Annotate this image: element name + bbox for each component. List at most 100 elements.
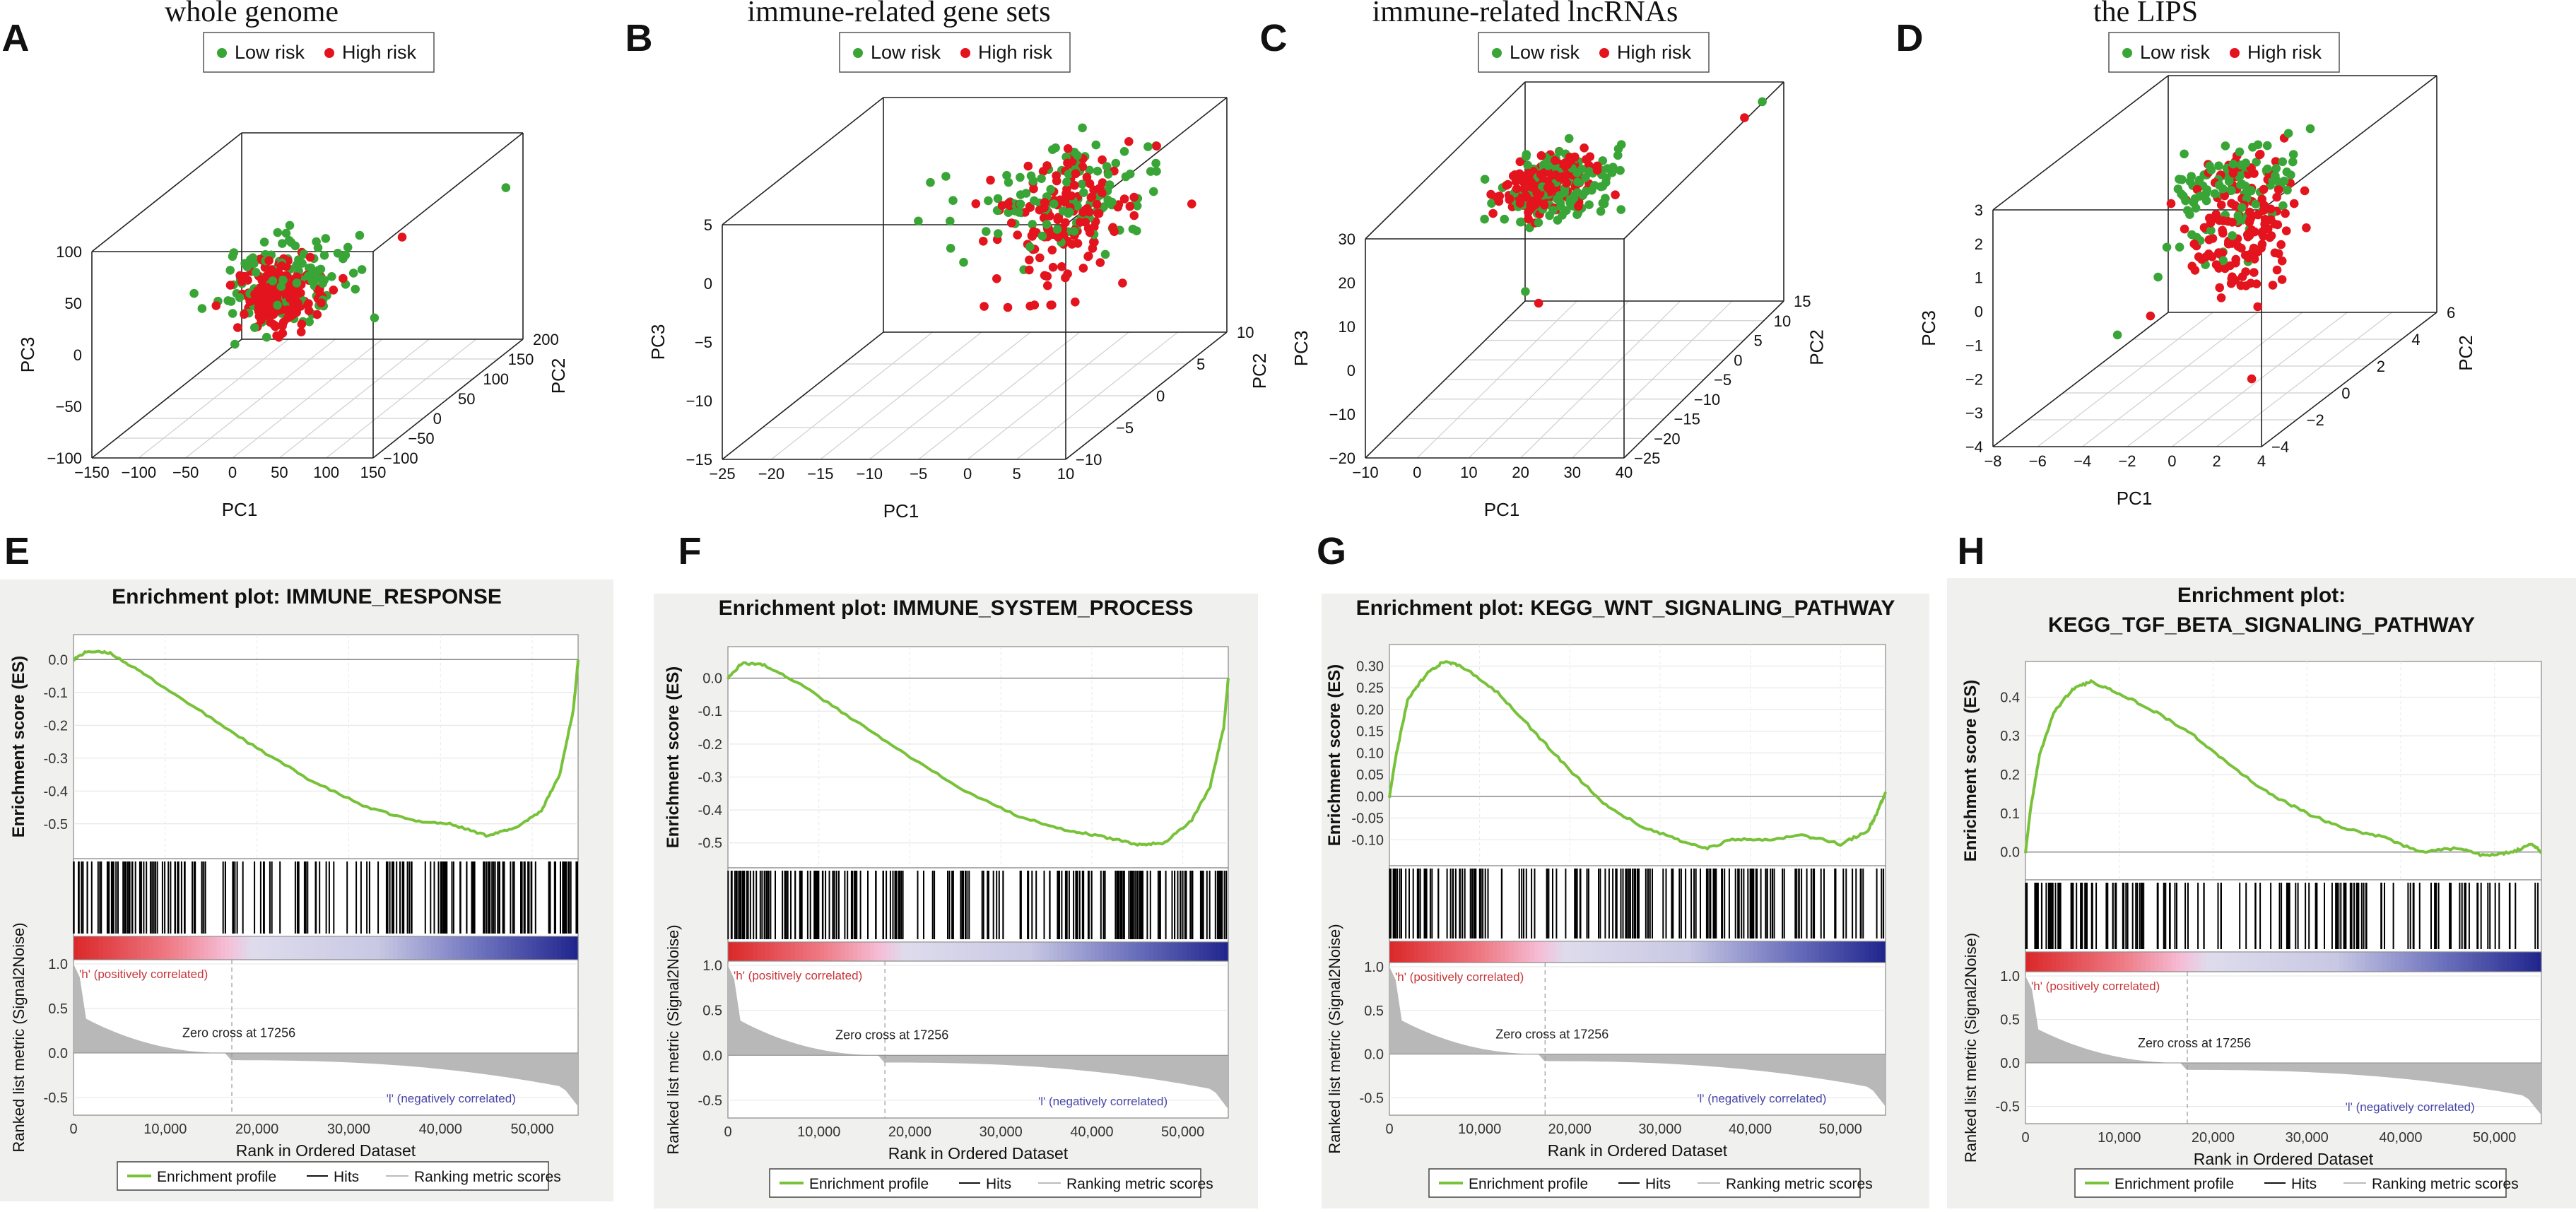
box-edge — [2261, 312, 2437, 447]
point-high-risk — [2268, 281, 2278, 290]
point-high-risk — [1025, 265, 1034, 275]
metric-axis-label: Ranked list metric (Signal2Noise) — [1326, 924, 1343, 1153]
enrichment-profile-line — [1388, 660, 1887, 851]
point-low-risk — [2218, 256, 2228, 266]
colorbar-segment — [994, 942, 1000, 961]
rank-colorbar — [727, 941, 1229, 962]
point-low-risk — [235, 293, 245, 302]
es-axis-label: Enrichment score (ES) — [1325, 664, 1344, 846]
point-low-risk — [230, 339, 240, 349]
colorbar-segment — [1459, 941, 1464, 963]
point-high-risk — [1516, 174, 1526, 183]
point-high-risk — [2189, 239, 2199, 249]
point-high-risk — [2220, 191, 2229, 201]
colorbar-segment — [1629, 941, 1634, 963]
point-low-risk — [2218, 184, 2228, 194]
point-low-risk — [1596, 182, 1606, 192]
colorbar-segment — [430, 936, 436, 960]
colorbar-segment — [1414, 941, 1419, 963]
point-low-risk — [1002, 170, 1011, 180]
panel-H: H Enrichment plot: KEGG_TGF_BETA_SIGNALING… — [1947, 530, 2576, 1212]
point-high-risk — [2277, 275, 2287, 284]
colorbar-segment — [94, 936, 100, 960]
point-low-risk — [1146, 167, 1155, 176]
point-low-risk — [2228, 231, 2237, 240]
colorbar-segment — [1053, 942, 1058, 961]
floor-grid — [722, 331, 1228, 460]
point-high-risk — [2273, 220, 2283, 230]
point-high-risk — [2233, 242, 2243, 251]
negative-correlation-label: 'l' (negatively correlated) — [1038, 1095, 1168, 1108]
colorbar-segment — [187, 936, 192, 960]
colorbar-segment — [481, 936, 486, 960]
point-high-risk — [266, 318, 276, 327]
colorbar-segment — [857, 942, 862, 961]
colorbar-segment — [2519, 952, 2525, 972]
point-high-risk — [1029, 227, 1038, 236]
colorbar-segment — [1790, 941, 1795, 963]
point-high-risk — [1029, 184, 1038, 194]
colorbar-segment — [262, 936, 268, 960]
z-tick-label: 0 — [1347, 362, 1355, 380]
point-low-risk — [197, 304, 207, 313]
colorbar-segment — [506, 936, 512, 960]
colorbar-segment — [1455, 941, 1460, 963]
point-high-risk — [2274, 249, 2283, 259]
box-edges — [722, 97, 1228, 460]
point-low-risk — [914, 216, 923, 226]
z-tick-label: −4 — [1965, 438, 1983, 456]
y-tick-label: −50 — [408, 430, 434, 447]
colorbar-segment — [886, 942, 891, 961]
point-high-risk — [1083, 204, 1092, 213]
point-high-risk — [1512, 184, 1522, 194]
point-low-risk — [2153, 272, 2163, 282]
colorbar-segment — [1430, 941, 1435, 963]
colorbar-segment — [1207, 942, 1212, 961]
point-low-risk — [1616, 205, 1625, 214]
point-low-risk — [2248, 143, 2257, 152]
z-tick-label: −3 — [1965, 404, 1983, 422]
es-tick-label: -0.4 — [44, 784, 68, 799]
colorbar-segment — [1401, 941, 1406, 963]
colorbar-segment — [1086, 942, 1091, 961]
chart-title: whole genome — [165, 0, 339, 28]
colorbar-segment — [882, 942, 887, 961]
colorbar-segment — [828, 942, 833, 961]
colorbar-segment — [1095, 942, 1100, 961]
colorbar-segment — [153, 936, 158, 960]
y-axis-label: PC2 — [1249, 353, 1270, 389]
colorbar-segment — [107, 936, 112, 960]
x-tick-label: 2 — [2213, 452, 2221, 470]
colorbar-segment — [2313, 952, 2319, 972]
legend-label-hits: Hits — [334, 1169, 359, 1185]
point-low-risk — [248, 253, 258, 263]
colorbar-segment — [305, 936, 310, 960]
colorbar-segment — [406, 936, 411, 960]
point-low-risk — [1596, 206, 1606, 216]
point-high-risk — [992, 274, 1001, 283]
point-low-risk — [1565, 198, 1575, 208]
point-low-risk — [2237, 203, 2247, 213]
legend-box — [2108, 32, 2340, 73]
colorbar-segment — [1157, 942, 1163, 961]
colorbar-segment — [902, 942, 908, 961]
point-low-risk — [318, 278, 328, 288]
metric-tick-label: 0.5 — [1364, 1004, 1384, 1019]
colorbar-segment — [840, 942, 845, 961]
colorbar-segment — [919, 942, 924, 961]
point-low-risk — [946, 244, 955, 253]
point-high-risk — [2249, 268, 2259, 277]
legend-marker-high — [2230, 48, 2240, 58]
z-tick-label: 2 — [1975, 235, 1983, 253]
point-low-risk — [2191, 204, 2201, 213]
z-axis-label: PC3 — [647, 324, 669, 360]
colorbar-segment — [414, 936, 419, 960]
z-tick-label: 10 — [1339, 318, 1355, 336]
colorbar-segment — [932, 942, 937, 961]
point-low-risk — [355, 230, 365, 240]
colorbar-segment — [1828, 941, 1833, 963]
es-plot-area — [727, 646, 1229, 869]
point-low-risk — [2195, 192, 2205, 201]
colorbar-segment — [1099, 942, 1104, 961]
es-tick-label: 0.20 — [1356, 702, 1384, 718]
